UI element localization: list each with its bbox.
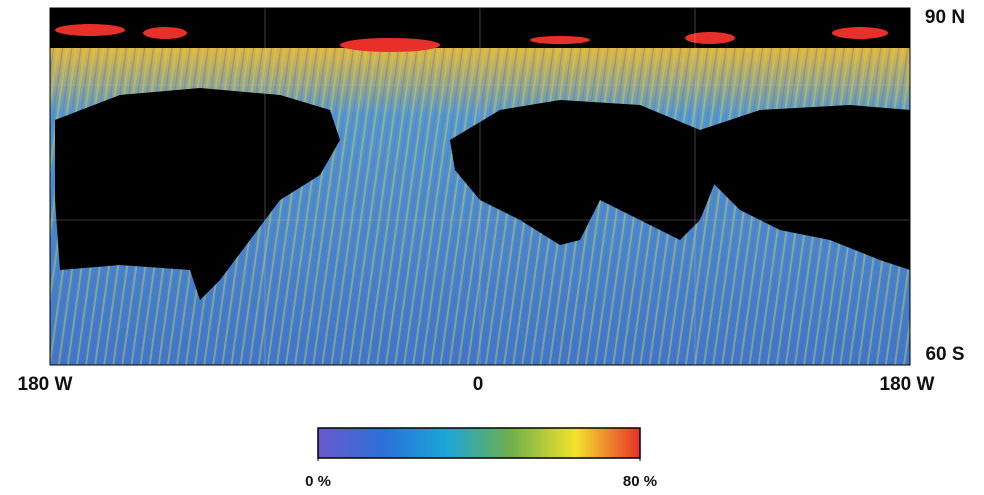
polar-patches [55,24,888,52]
lat-label: 90 N [925,7,965,28]
colorbar-scale [317,427,641,459]
colorbar: 0 % 80 % [305,427,657,490]
continents [55,88,910,300]
lat-label: 60 S [925,344,964,365]
lon-label: 180 W [18,374,73,395]
lon-label: 0 [473,374,484,395]
lon-label: 180 W [880,374,935,395]
map [49,7,911,366]
colorbar-label: 80 % [623,473,657,490]
map-frame [49,7,911,366]
graticule [50,8,910,365]
colorbar-label: 0 % [305,473,331,490]
